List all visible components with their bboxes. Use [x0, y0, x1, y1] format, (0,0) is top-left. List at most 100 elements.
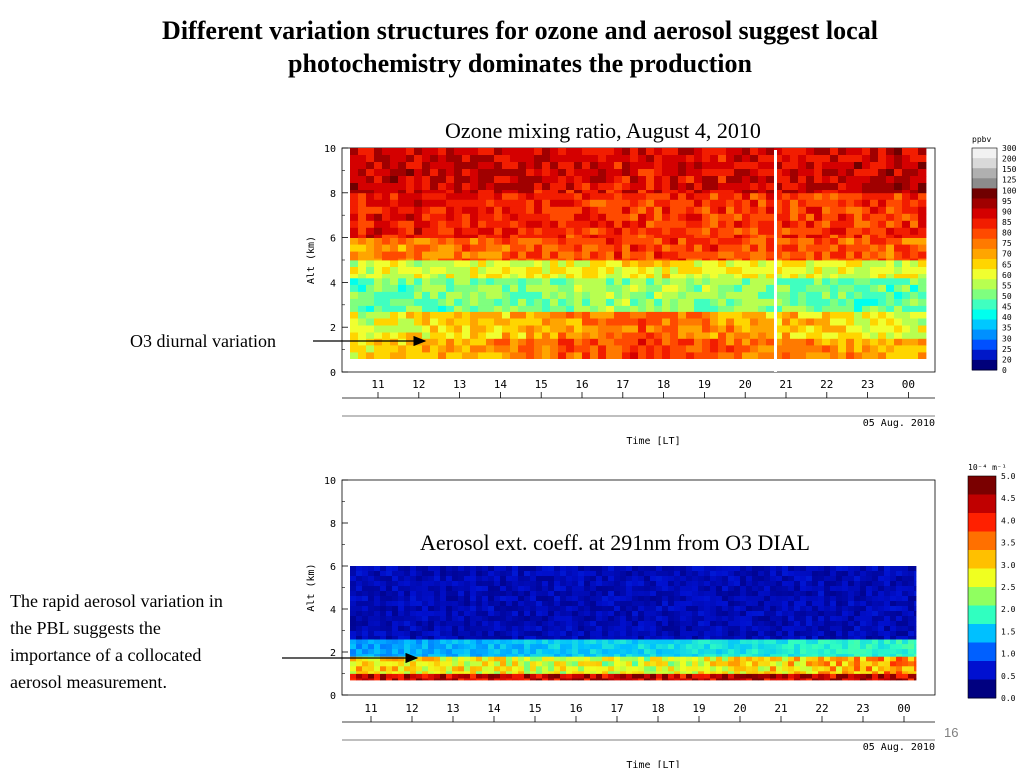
heatmap-cell [806, 352, 815, 359]
heatmap-cell [650, 631, 657, 637]
heatmap-cell [830, 581, 837, 587]
heatmap-cell [482, 654, 489, 657]
heatmap-cell [362, 626, 369, 632]
heatmap-cell [350, 155, 359, 163]
heatmap-cell [678, 213, 687, 222]
heatmap-cell [430, 251, 439, 259]
heatmap-cell [542, 352, 551, 359]
heatmap-cell [438, 258, 447, 261]
heatmap-cell [824, 661, 831, 667]
heatmap-cell [590, 291, 599, 300]
heatmap-cell [574, 148, 583, 156]
heatmap-cell [454, 325, 463, 333]
heatmap-cell [446, 267, 455, 275]
heatmap-cell [416, 673, 423, 679]
heatmap-cell [734, 332, 743, 339]
heatmap-cell [902, 227, 911, 236]
heatmap-cell [854, 234, 863, 238]
heatmap-cell [726, 234, 735, 238]
heatmap-cell [638, 220, 647, 229]
heatmap-cell [794, 566, 801, 572]
heatmap-cell [668, 639, 675, 645]
heatmap-cell [662, 162, 671, 170]
heatmap-cell [694, 237, 703, 245]
heatmap-cell [686, 277, 695, 286]
heatmap-cell [698, 631, 705, 637]
heatmap-cell [836, 671, 843, 674]
heatmap-cell [350, 636, 357, 640]
heatmap-cell [374, 311, 383, 319]
heatmap-cell [398, 666, 405, 672]
heatmap-cell [422, 183, 431, 191]
heatmap-cell [554, 671, 561, 674]
heatmap-cell [358, 192, 367, 201]
heatmap-cell [392, 566, 399, 572]
heatmap-cell [494, 644, 501, 650]
heatmap-cell [560, 673, 567, 679]
heatmap-cell [718, 234, 727, 238]
heatmap-cell [710, 611, 717, 617]
heatmap-cell [578, 596, 585, 602]
heatmap-cell [614, 586, 621, 592]
heatmap-cell [382, 190, 391, 194]
heatmap-cell [646, 251, 655, 259]
heatmap-cell [728, 671, 735, 674]
heatmap-cell [902, 267, 911, 275]
colorbar-tick-label: 95 [1002, 197, 1012, 206]
heatmap-cell [422, 596, 429, 602]
heatmap-cell [638, 298, 647, 307]
heatmap-cell [518, 244, 527, 252]
heatmap-cell [822, 192, 831, 201]
heatmap-cell [422, 671, 429, 674]
heatmap-cell [470, 636, 477, 640]
heatmap-cell [870, 318, 879, 326]
heatmap-cell [430, 318, 439, 326]
heatmap-cell [686, 656, 693, 662]
heatmap-cell [798, 311, 807, 319]
heatmap-cell [680, 644, 687, 650]
heatmap-cell [438, 345, 447, 353]
heatmap-cell [382, 176, 391, 184]
heatmap-cell [838, 206, 847, 215]
heatmap-cell [446, 311, 455, 319]
heatmap-cell [830, 616, 837, 622]
heatmap-cell [814, 318, 823, 326]
heatmap-cell [554, 626, 561, 632]
heatmap-cell [560, 636, 567, 640]
heatmap-cell [716, 678, 723, 681]
heatmap-cell [488, 591, 495, 597]
heatmap-cell [800, 571, 807, 577]
heatmap-cell [782, 601, 789, 607]
heatmap-cell [686, 227, 695, 236]
heatmap-cell [710, 227, 719, 236]
heatmap-cell [366, 305, 375, 312]
heatmap-cell [416, 601, 423, 607]
heatmap-cell [656, 566, 663, 572]
heatmap-cell [862, 352, 871, 359]
heatmap-cell [710, 626, 717, 632]
heatmap-cell [626, 596, 633, 602]
heatmap-cell [482, 649, 489, 655]
heatmap-cell [908, 654, 915, 657]
heatmap-cell [356, 671, 363, 674]
heatmap-cell [620, 656, 627, 662]
heatmap-cell [838, 183, 847, 191]
heatmap-cell [758, 260, 767, 268]
heatmap-cell [518, 345, 527, 353]
heatmap-cell [398, 298, 407, 307]
heatmap-cell [416, 666, 423, 672]
heatmap-cell [350, 305, 359, 312]
heatmap-cell [886, 311, 895, 319]
colorbar-swatch [972, 299, 997, 310]
heatmap-cell [390, 352, 399, 359]
heatmap-cell [374, 190, 383, 194]
heatmap-cell [398, 631, 405, 637]
heatmap-cell [374, 596, 381, 602]
heatmap-cell [512, 644, 519, 650]
heatmap-cell [742, 190, 751, 194]
heatmap-cell [382, 274, 391, 279]
heatmap-cell [422, 591, 429, 597]
heatmap-cell [862, 190, 871, 194]
heatmap-cell [542, 338, 551, 346]
heatmap-cell [644, 671, 651, 674]
